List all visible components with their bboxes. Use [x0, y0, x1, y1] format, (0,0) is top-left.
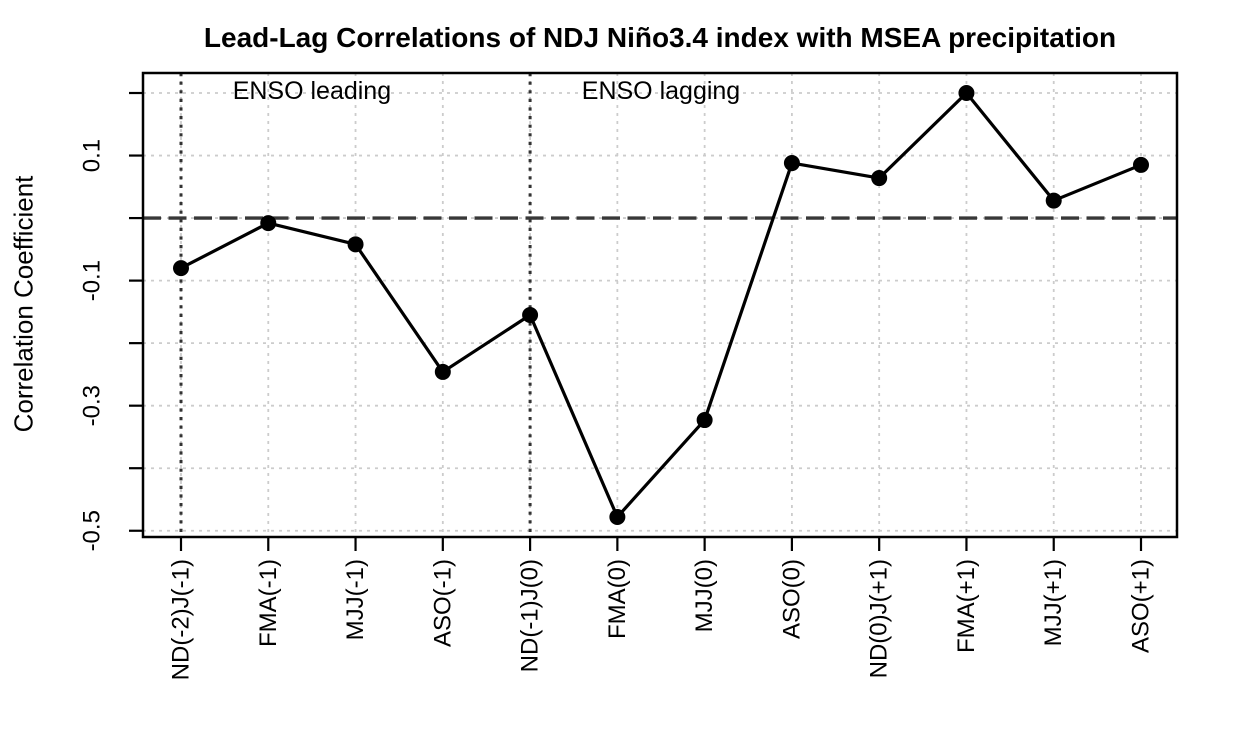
data-point — [1045, 192, 1062, 209]
x-tick-label: ND(0)J(+1) — [866, 559, 893, 678]
data-point — [347, 236, 364, 253]
data-point — [871, 170, 888, 187]
plot-border — [141, 71, 1179, 539]
x-tick-label: ND(-2)J(-1) — [168, 559, 195, 680]
y-tick-label: -0.3 — [79, 385, 106, 426]
y-tick-label: -0.5 — [79, 510, 106, 551]
grid — [143, 73, 1177, 537]
data-point — [958, 85, 975, 102]
y-tick-label: 0.1 — [79, 139, 106, 172]
data-point — [173, 260, 189, 277]
data-point — [522, 307, 539, 324]
x-tick-label: ASO(-1) — [429, 559, 456, 647]
x-tick-label: MJJ(0) — [691, 559, 718, 632]
data-point — [783, 155, 800, 172]
data-point — [1133, 156, 1149, 173]
data-point — [609, 508, 626, 525]
data-point — [696, 412, 713, 429]
data-point — [260, 215, 277, 232]
x-tick-label: MJJ(+1) — [1040, 559, 1067, 646]
x-tick-label: FMA(+1) — [953, 559, 980, 653]
x-tick-label: ASO(+1) — [1128, 559, 1155, 653]
x-tick-label: ND(-1)J(0) — [517, 559, 544, 672]
data-point — [434, 363, 451, 380]
annotation: ENSO lagging — [582, 77, 740, 105]
x-tick-label: MJJ(-1) — [342, 559, 369, 640]
y-tick-label: -0.1 — [79, 260, 106, 301]
x-tick-label: ASO(0) — [778, 559, 805, 639]
x-tick-label: FMA(0) — [604, 559, 631, 639]
chart-title: Lead-Lag Correlations of NDJ Niño3.4 ind… — [203, 22, 1117, 53]
x-tick-label: FMA(-1) — [255, 559, 282, 647]
series-line — [179, 91, 1143, 519]
annotation: ENSO leading — [233, 77, 391, 105]
